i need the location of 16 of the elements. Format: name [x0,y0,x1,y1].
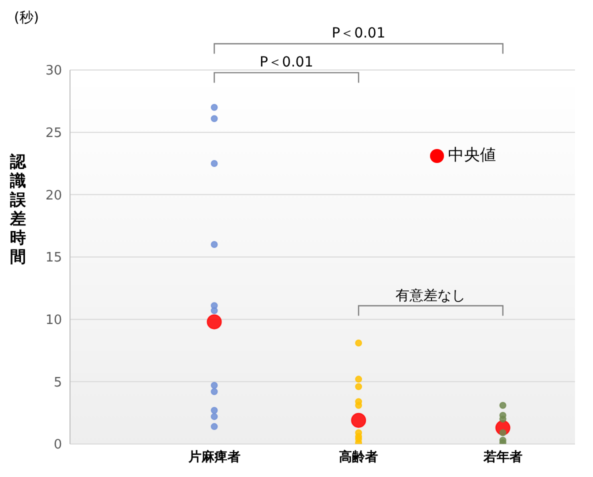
y-axis-title: 認識誤差時間 [8,152,28,266]
y-tick-label: 15 [45,250,62,266]
y-tick-label: 30 [45,64,62,79]
text: P＜0.01 [332,26,386,42]
legend-label: 中央値 [448,145,496,164]
annotation: 有意差なし [396,288,466,304]
x-tick-label: 若年者 [482,450,522,466]
x-tick-label: 高齢者 [339,449,378,466]
y-tick-label: 10 [45,312,62,328]
annotation: P＜0.01 [260,54,314,71]
x-tick-label: 片麻痺者 [187,449,240,466]
y-tick-label: 0 [54,438,62,453]
y-tick-label: 20 [45,188,62,204]
text: (秒) [14,10,39,26]
y-tick-label: 5 [54,375,62,390]
y-tick-label: 25 [45,126,62,141]
